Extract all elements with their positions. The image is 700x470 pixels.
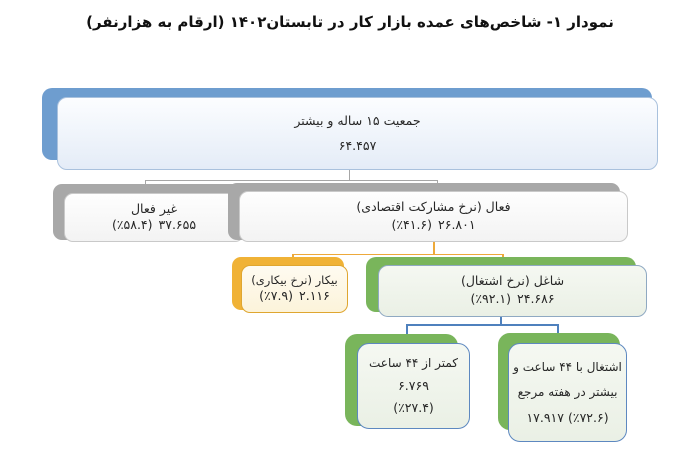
node-inactive: غیر فعال (٪۵۸.۴) ۳۷.۶۵۵ [64,193,244,242]
node-unemployed-value: ۲.۱۱۶ [299,288,330,304]
node-over44-label-line1: اشتغال با ۴۴ ساعت و [513,359,622,374]
connector-blue-drop-under44 [406,324,408,338]
node-active-percent: (٪۴۱.۶) [391,217,433,233]
node-active-value: ۲۶.۸۰۱ [438,217,476,233]
connector-blue-stem [500,316,502,325]
diagram-title: نمودار ۱- شاخص‌های عمده بازار کار در تاب… [86,13,614,31]
node-inactive-percent: (٪۵۸.۴) [111,217,153,233]
node-under44-percent: (٪۲۷.۴) [393,399,434,415]
node-over44-label-line2: بیشتر در هفته مرجع [517,384,618,399]
node-active-label: فعال (نرخ مشارکت اقتصادی) [356,199,511,214]
node-unemployed-label: بیکار (نرخ بیکاری) [251,273,338,287]
connector-blue-horizontal [406,324,559,326]
node-population-label: جمعیت ۱۵ ساله و بیشتر [294,113,421,129]
connector-gray-horizontal [145,180,438,181]
node-active: فعال (نرخ مشارکت اقتصادی) (٪۴۱.۶) ۲۶.۸۰۱ [239,191,628,242]
node-over44-value: ۱۷.۹۱۷ [526,409,564,425]
node-under44: کمتر از ۴۴ ساعت ۶.۷۶۹ (٪۲۷.۴) [357,343,470,429]
node-unemployed-percent: (٪۷.۹) [259,288,294,304]
node-under44-value: ۶.۷۶۹ [398,377,429,393]
node-population-value: ۶۴.۴۵۷ [338,138,377,154]
connector-gray-stem [349,170,350,181]
connector-orange-stem [433,242,435,255]
node-employed: شاغل (نرخ اشتغال) (٪۹۲.۱) ۲۴.۶۸۶ [378,265,647,317]
node-employed-value: ۲۴.۶۸۶ [517,291,555,307]
node-inactive-value: ۳۷.۶۵۵ [158,217,197,233]
connector-blue-drop-over44 [557,324,559,337]
node-over44-percent: (٪۷۲.۶) [567,409,609,425]
connector-orange-horizontal [292,253,504,255]
node-employed-label: شاغل (نرخ اشتغال) [460,273,565,288]
node-over44: اشتغال با ۴۴ ساعت و بیشتر در هفته مرجع ۱… [508,343,627,442]
node-inactive-label: غیر فعال [130,201,178,216]
node-employed-percent: (٪۹۲.۱) [470,291,512,307]
node-population: جمعیت ۱۵ ساله و بیشتر ۶۴.۴۵۷ [57,97,658,170]
node-unemployed: بیکار (نرخ بیکاری) (٪۷.۹) ۲.۱۱۶ [241,265,348,313]
node-under44-label: کمتر از ۴۴ ساعت [369,356,459,371]
